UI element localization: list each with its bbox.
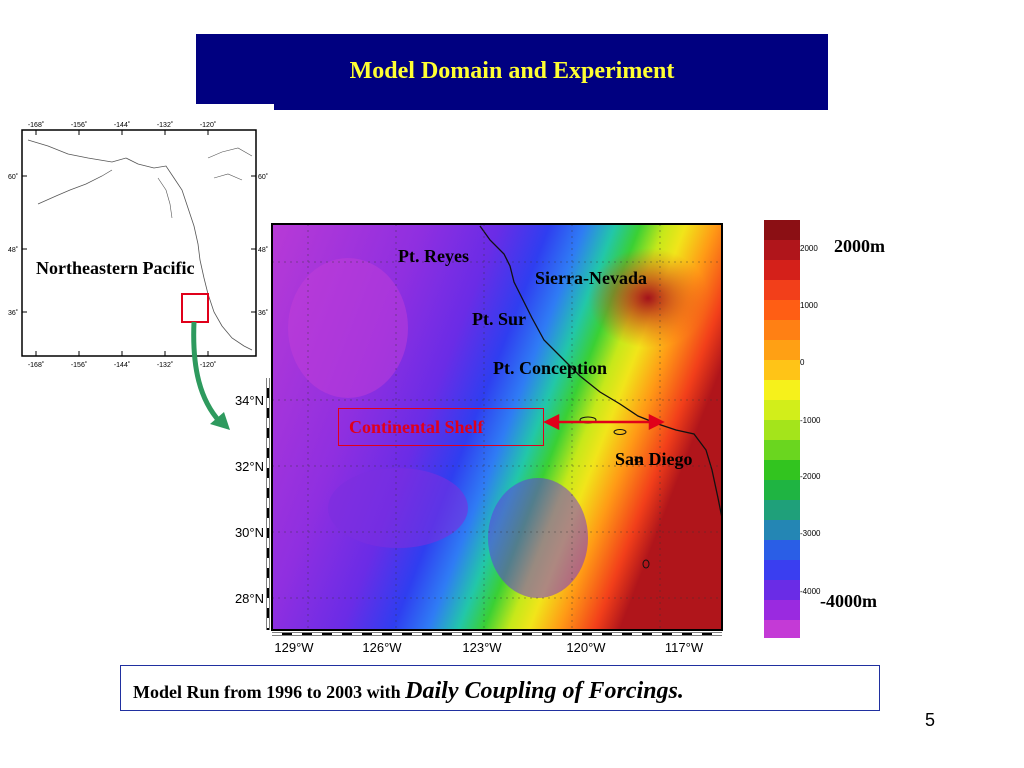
lat-tick-label: 32°N <box>235 459 264 474</box>
colorbar-tick: 1000 <box>800 301 818 310</box>
page-number: 5 <box>925 710 936 730</box>
lat-tick-label: 28°N <box>235 591 264 606</box>
inset-lon-tick-bottom: -120˚ <box>200 361 216 369</box>
label-san-diego: San Diego <box>615 449 693 469</box>
inset-lat-tick-left: 48˚ <box>8 246 18 254</box>
inset-lon-tick-bottom: -144˚ <box>114 361 130 369</box>
colorbar-swatches <box>764 220 800 638</box>
lat-tick-label: 30°N <box>235 525 264 540</box>
title-bar: Model Domain and Experiment <box>196 34 828 110</box>
colorbar-tick: 2000 <box>800 244 818 253</box>
label-pt-reyes: Pt. Reyes <box>398 246 469 266</box>
lon-tick-label: 126°W <box>362 640 402 655</box>
caption-emphasis: Daily Coupling of Forcings <box>405 678 678 704</box>
colorbar-tick: -1000 <box>800 416 821 425</box>
label-sierra-nevada: Sierra-Nevada <box>535 268 647 288</box>
inset-lon-tick-bottom: -156˚ <box>71 361 87 369</box>
inset-map: -168˚ -156˚ -144˚ -132˚ -120˚ -168˚ -156… <box>8 121 268 369</box>
colorbar-ticks: 2000 1000 0 -1000 -2000 -3000 -4000 <box>800 244 821 596</box>
colorbar-tick: -2000 <box>800 472 821 481</box>
inset-lon-tick-top: -132˚ <box>157 121 173 129</box>
colorbar-tick: -4000 <box>800 587 821 596</box>
inset-lon-tick-top: -168˚ <box>28 121 44 129</box>
colorbar-bottom-label: -4000m <box>820 591 877 611</box>
inset-region-label: Northeastern Pacific <box>36 258 195 278</box>
lon-tick-label: 117°W <box>665 640 704 655</box>
inset-lat-tick-left: 60˚ <box>8 173 18 181</box>
bathymetry-map: 34°N 32°N 30°N 28°N 129°W 126°W 123°W 12… <box>235 223 723 655</box>
inset-lon-tick-bottom: -168˚ <box>28 361 44 369</box>
inset-lon-tick-top: -120˚ <box>200 121 216 129</box>
inset-lat-tick-left: 36˚ <box>8 309 18 317</box>
label-continental-shelf: Continental Shelf <box>349 417 484 437</box>
inset-lon-tick-bottom: -132˚ <box>157 361 173 369</box>
caption-plain: Model Run from 1996 to 2003 with <box>133 682 406 702</box>
lon-tick-label: 120°W <box>566 640 606 655</box>
colorbar-tick: -3000 <box>800 529 821 538</box>
lat-tick-label: 34°N <box>235 393 264 408</box>
continental-shelf-box: Continental Shelf <box>338 408 544 446</box>
green-arrow <box>191 321 230 430</box>
title-notch <box>196 104 274 112</box>
caption-box: Model Run from 1996 to 2003 with Daily C… <box>120 665 880 711</box>
caption-text: Model Run from 1996 to 2003 with Daily C… <box>133 678 684 705</box>
slide-title: Model Domain and Experiment <box>349 58 675 84</box>
label-pt-sur: Pt. Sur <box>472 309 526 329</box>
lon-tick-label: 129°W <box>274 640 314 655</box>
lon-tick-label: 123°W <box>462 640 502 655</box>
colorbar-top-label: 2000m <box>834 236 885 256</box>
caption-end: . <box>677 678 684 704</box>
domain-highlight-box <box>181 293 209 323</box>
elevation-colorbar <box>764 220 800 638</box>
coastline <box>27 139 253 351</box>
inset-lat-tick-right: 36˚ <box>258 309 268 317</box>
inset-lon-tick-top: -156˚ <box>71 121 87 129</box>
colorbar-tick: 0 <box>800 358 805 367</box>
inset-lat-tick-right: 60˚ <box>258 173 268 181</box>
inset-lon-tick-top: -144˚ <box>114 121 130 129</box>
label-pt-conception: Pt. Conception <box>493 358 607 378</box>
inset-lat-tick-right: 48˚ <box>258 246 268 254</box>
ca-coastline <box>479 225 723 519</box>
